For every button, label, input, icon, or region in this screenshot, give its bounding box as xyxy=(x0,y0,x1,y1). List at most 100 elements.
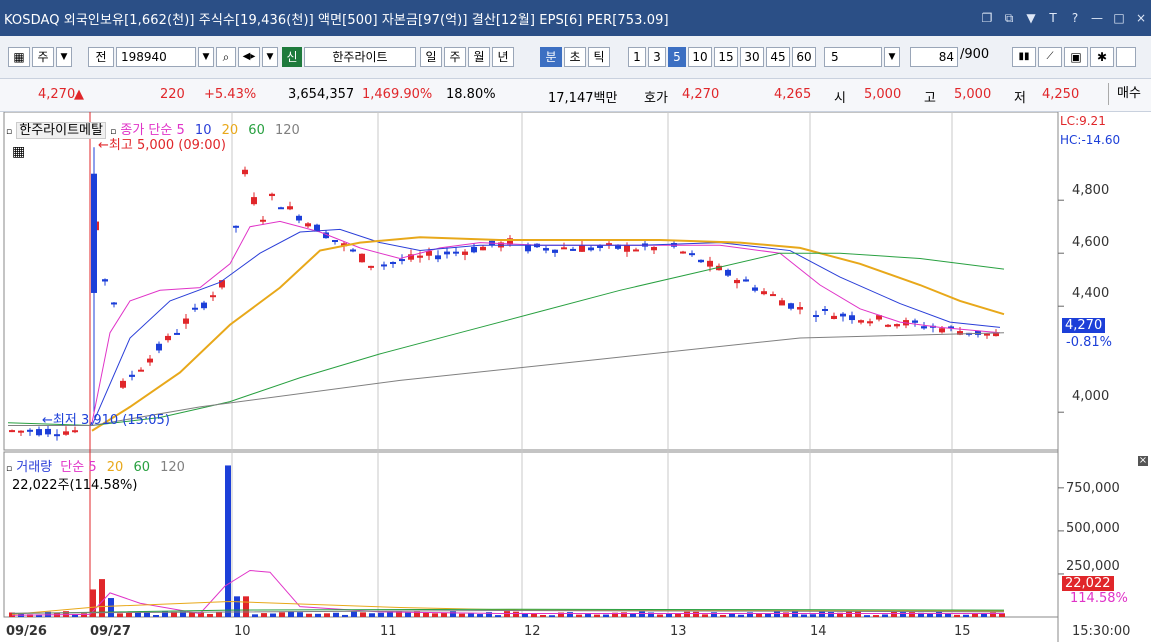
current-pct-tag: -0.81% xyxy=(1066,335,1112,350)
count-select[interactable]: 5 xyxy=(824,47,882,67)
minimize-icon[interactable]: — xyxy=(1091,11,1103,25)
volume-bar-39 xyxy=(360,612,366,617)
buy-button[interactable]: 매수 xyxy=(1108,83,1141,105)
candle-body-79 xyxy=(761,291,767,295)
draw-icon[interactable]: ⟋ xyxy=(1038,47,1062,67)
restore-icon[interactable]: ❐ xyxy=(981,11,993,25)
volume-bar-24 xyxy=(225,465,231,617)
candle-body-10 xyxy=(111,302,117,305)
candle-body-90 xyxy=(867,321,873,324)
low-annotation: ←최저 3,910 (15:05) xyxy=(42,413,170,428)
save-icon[interactable]: ▣ xyxy=(1064,47,1088,67)
candle-body-62 xyxy=(597,245,603,248)
interval-15[interactable]: 15 xyxy=(714,47,738,67)
candle-body-7 xyxy=(72,430,78,433)
high-label: 고 xyxy=(924,91,936,106)
compare-icon[interactable]: ▮▮ xyxy=(1012,47,1036,67)
window-icon[interactable]: ⧉ xyxy=(1004,11,1014,25)
volume-bar-26 xyxy=(243,596,249,617)
volume-bar-52 xyxy=(477,614,483,617)
candle-body-68 xyxy=(651,246,657,251)
period-tick[interactable]: 틱 xyxy=(588,47,610,67)
vol-tick-500000: 500,000 xyxy=(1066,521,1120,536)
table-icon[interactable]: ▦ xyxy=(12,144,26,160)
help-icon[interactable]: ? xyxy=(1071,11,1079,25)
candle-body-23 xyxy=(233,225,239,228)
x-label-12: 12 xyxy=(524,624,541,639)
volume-bar-70 xyxy=(639,611,645,617)
period-day[interactable]: 일 xyxy=(420,47,442,67)
period-year[interactable]: 년 xyxy=(492,47,514,67)
volume-bar-43 xyxy=(396,611,402,617)
volume-bar-99 xyxy=(900,612,906,617)
interval-1[interactable]: 1 xyxy=(628,47,646,67)
volume-bar-92 xyxy=(837,612,843,617)
volume-label[interactable]: 거래량 xyxy=(16,460,53,475)
text-icon[interactable]: T xyxy=(1049,11,1057,25)
prev-dropdown-icon[interactable]: ▼ xyxy=(262,47,278,67)
speaker-icon[interactable]: ◀▸ xyxy=(238,47,260,67)
x-time-label: 15:30:00 xyxy=(1072,624,1131,639)
jeon-button[interactable]: 전 xyxy=(88,47,114,67)
ma20-label: 20 xyxy=(221,123,239,138)
volume-bar-71 xyxy=(648,612,654,617)
current-volume-text: 22,022주(114.58%) xyxy=(12,478,138,493)
volume-bar-101 xyxy=(918,612,924,617)
interval-10[interactable]: 10 xyxy=(688,47,712,67)
interval-60[interactable]: 60 xyxy=(792,47,816,67)
volume-bar-87 xyxy=(792,611,798,617)
volume-bar-40 xyxy=(369,613,375,617)
pin-icon[interactable]: ▼ xyxy=(1026,11,1036,25)
candle-body-72 xyxy=(698,259,704,263)
stock-code-input[interactable]: 198940 xyxy=(116,47,196,67)
period-minute[interactable]: 분 xyxy=(540,47,562,67)
interval-5[interactable]: 5 xyxy=(668,47,686,67)
volume-bar-14 xyxy=(135,612,141,617)
x-label-15: 15 xyxy=(954,624,971,639)
volume-bar-48 xyxy=(441,612,447,617)
vol-tick-250000: 250,000 xyxy=(1066,559,1120,574)
candle-body-80 xyxy=(770,294,776,297)
volume-bar-21 xyxy=(198,612,204,617)
checkbox[interactable] xyxy=(1116,47,1136,67)
turnover: 18.80% xyxy=(446,87,496,102)
vol-ma60-line xyxy=(11,608,1005,615)
code-dropdown-icon[interactable]: ▼ xyxy=(198,47,214,67)
period-month[interactable]: 월 xyxy=(468,47,490,67)
volume-bar-25 xyxy=(234,596,240,617)
gear-icon[interactable]: ✱ xyxy=(1090,47,1114,67)
candle-body-30 xyxy=(296,215,302,221)
candle-body-16 xyxy=(165,335,171,341)
interval-45[interactable]: 45 xyxy=(766,47,790,67)
high-annotation: ←최고 5,000 (09:00) xyxy=(98,138,226,153)
candle-body-88 xyxy=(849,315,855,321)
volume-bar-74 xyxy=(675,613,681,617)
y-tick-4400: 4,400 xyxy=(1072,286,1110,301)
candle-body-42 xyxy=(408,254,414,260)
maximize-icon[interactable]: □ xyxy=(1113,11,1125,25)
volume-bar-89 xyxy=(810,614,816,617)
open-label: 시 xyxy=(834,91,846,106)
ju-dropdown-icon[interactable]: ▼ xyxy=(56,47,72,67)
ask-price: 4,270 xyxy=(682,87,720,102)
close-icon[interactable]: × xyxy=(1135,11,1147,25)
page-count-input[interactable]: 84 xyxy=(910,47,958,67)
volume-bar-100 xyxy=(909,612,915,617)
volume-bar-12 xyxy=(117,613,123,617)
period-week[interactable]: 주 xyxy=(444,47,466,67)
volume-bar-80 xyxy=(729,613,735,617)
interval-3[interactable]: 3 xyxy=(648,47,666,67)
y-tick-4600: 4,600 xyxy=(1072,235,1110,250)
ju-select[interactable]: 주 xyxy=(32,47,54,67)
stock-label[interactable]: 한주라이트메탈 xyxy=(16,122,106,139)
count-dropdown-icon[interactable]: ▼ xyxy=(884,47,900,67)
interval-30[interactable]: 30 xyxy=(740,47,764,67)
panel-close-icon[interactable]: × xyxy=(1138,455,1148,466)
grid-menu-icon[interactable]: ▦ xyxy=(8,47,30,67)
volume-bar-76 xyxy=(693,611,699,617)
volume-bar-3 xyxy=(36,614,42,617)
candlestick-chart[interactable] xyxy=(0,112,1151,642)
volume-bar-72 xyxy=(657,614,663,617)
search-icon[interactable]: ⌕ xyxy=(216,47,236,67)
period-second[interactable]: 초 xyxy=(564,47,586,67)
